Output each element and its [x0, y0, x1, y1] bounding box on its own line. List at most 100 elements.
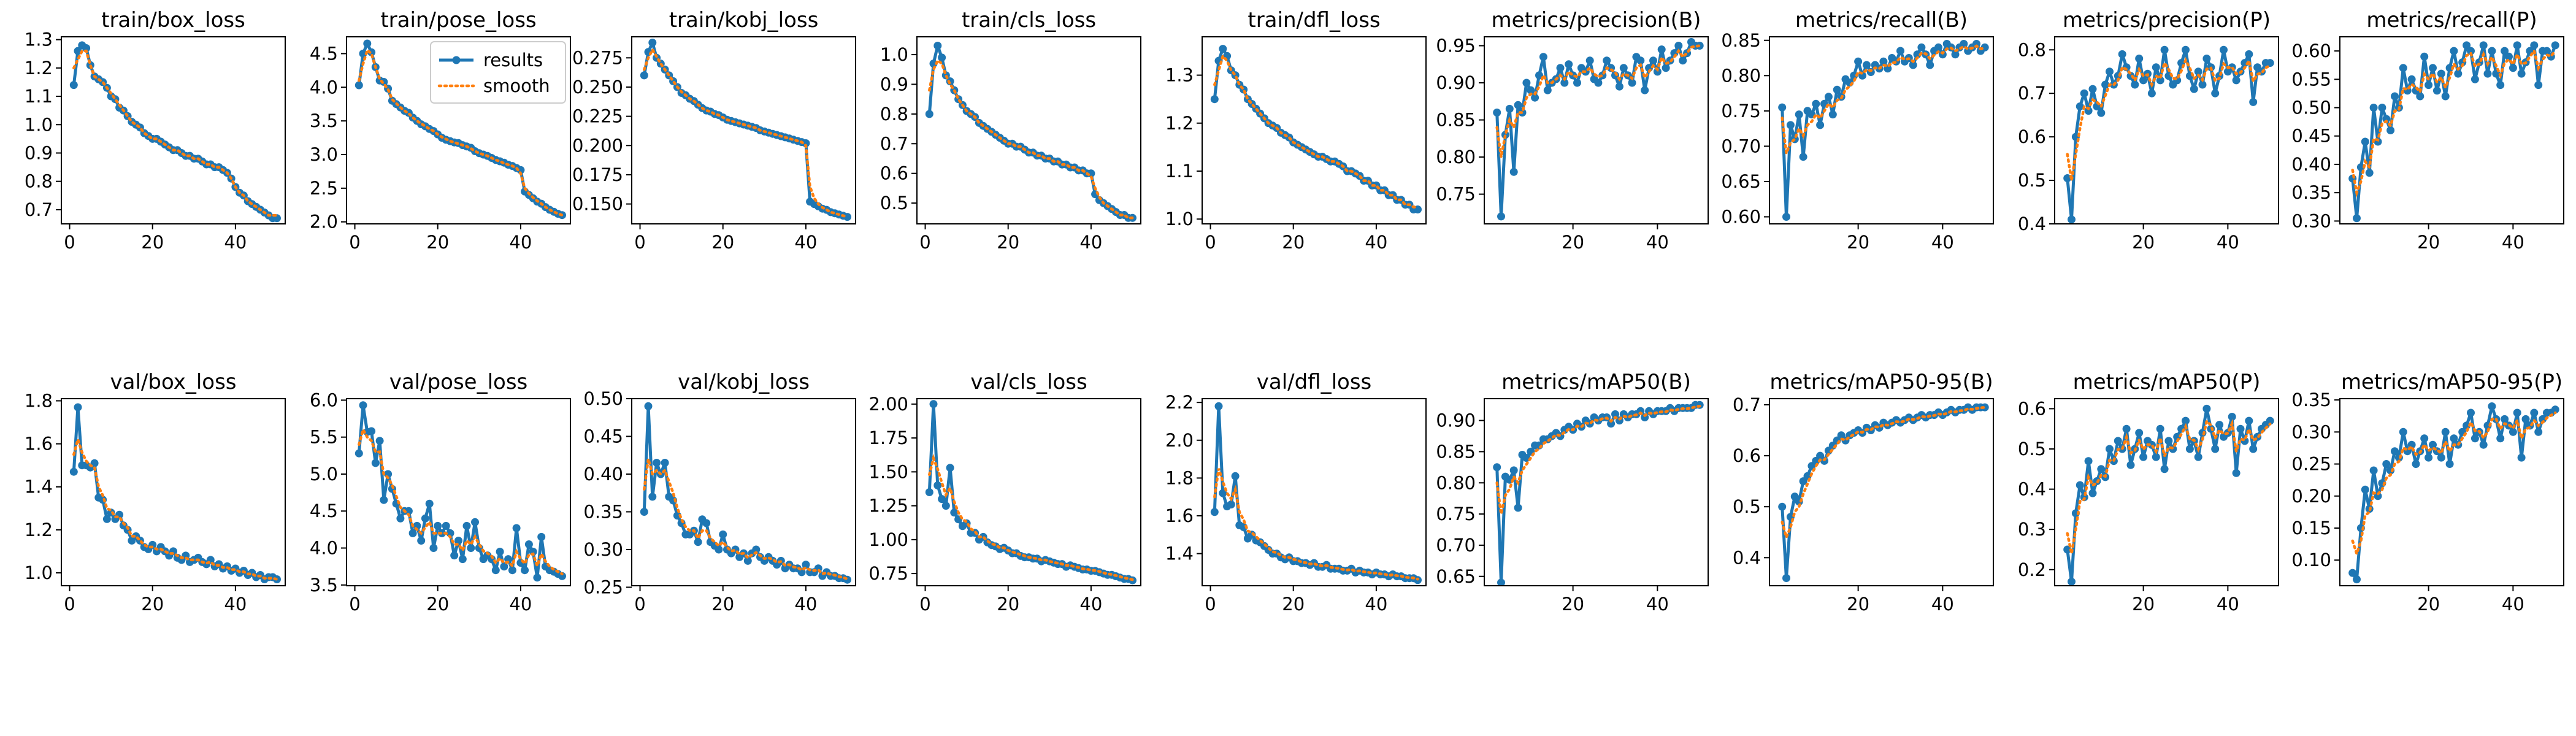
y-tick-label: 0.275 — [572, 47, 623, 68]
x-tick-label: 40 — [2217, 594, 2239, 615]
series-group — [2063, 404, 2274, 586]
series-line-smooth — [1781, 44, 1987, 154]
data-point-results — [1219, 489, 1227, 497]
series-group — [69, 403, 281, 583]
axes-frame — [1484, 36, 1709, 224]
data-point-results — [2551, 41, 2559, 50]
series-group — [2063, 45, 2274, 224]
data-point-results — [2454, 69, 2463, 78]
subplot-6: metrics/recall(B) 20 40 0.60 0.65 0.70 0.75 0.8… — [1721, 8, 1994, 253]
data-point-results — [2118, 50, 2126, 58]
data-point-results — [2232, 76, 2241, 85]
data-point-results — [1214, 402, 1223, 410]
data-point-results — [2211, 89, 2220, 98]
data-point-results — [2249, 98, 2258, 106]
y-tick-label: 4.5 — [310, 500, 338, 521]
x-tick-label: 0 — [919, 594, 930, 615]
y-tick-label: 0.40 — [583, 464, 623, 485]
data-point-results — [2088, 489, 2097, 497]
y-tick-label: 2.00 — [868, 394, 908, 415]
x-tick-label: 40 — [1646, 232, 1669, 253]
series-line-smooth — [358, 426, 564, 575]
data-point-results — [1960, 40, 1968, 48]
data-point-results — [2361, 137, 2369, 146]
y-tick-label: 1.8 — [1165, 467, 1194, 488]
data-point-results — [2467, 408, 2475, 417]
y-tick-label: 0.6 — [880, 163, 908, 184]
data-point-results — [521, 566, 529, 575]
series-group — [925, 400, 1137, 585]
data-point-results — [1543, 86, 1552, 94]
y-tick-label: 1.75 — [868, 427, 908, 448]
x-tick-label: 20 — [2417, 594, 2440, 615]
data-point-results — [719, 530, 727, 539]
legend-box — [430, 41, 566, 104]
y-tick-label: 0.45 — [2291, 126, 2331, 147]
data-point-results — [1219, 45, 1227, 53]
data-point-results — [2488, 402, 2496, 410]
data-point-results — [2245, 50, 2253, 58]
x-tick-label: 20 — [711, 232, 734, 253]
data-point-results — [1786, 121, 1795, 129]
data-point-results — [950, 508, 959, 517]
y-tick-label: 0.90 — [1436, 410, 1476, 431]
data-point-results — [2399, 427, 2407, 436]
series-group — [925, 42, 1137, 222]
x-tick-label: 40 — [794, 594, 817, 615]
data-point-results — [2386, 126, 2395, 134]
data-point-results — [1662, 64, 1670, 72]
subplot-title: val/pose_loss — [389, 370, 528, 394]
subplot-10: val/pose_loss 0 20 40 3.5 4.0 4.5 5.0 5.5 6.0 — [310, 370, 571, 615]
data-point-results — [2551, 405, 2559, 414]
y-tick-label: 0.80 — [1721, 65, 1761, 86]
subplot-12: val/cls_loss 0 20 40 0.75 1.00 1.25 1.50 1.75 2.0… — [868, 370, 1141, 615]
subplot-17: metrics/mAP50-95(P) 20 40 0.10 0.15 0.20 0.25 0… — [2291, 370, 2564, 615]
data-point-results — [2245, 416, 2253, 425]
x-tick-label: 40 — [224, 232, 247, 253]
series-group — [1210, 45, 1422, 213]
y-tick-label: 4.0 — [310, 77, 338, 98]
data-point-results — [458, 555, 467, 564]
y-tick-label: 1.4 — [1165, 543, 1194, 564]
data-point-results — [1210, 95, 1219, 104]
subplot-9: val/box_loss 0 20 40 1.0 1.2 1.4 1.6 1.8 — [25, 370, 286, 615]
y-tick-label: 0.250 — [572, 77, 623, 98]
axes-frame — [61, 398, 286, 586]
y-tick-label: 0.7 — [1733, 394, 1761, 415]
x-tick-label: 0 — [634, 594, 645, 615]
data-point-results — [1227, 500, 1235, 508]
data-point-results — [2152, 63, 2160, 72]
x-tick-label: 20 — [2417, 232, 2440, 253]
subplot-title: metrics/recall(B) — [1795, 8, 1968, 33]
series-line-smooth — [1495, 404, 1701, 515]
data-point-results — [1799, 153, 1807, 161]
y-tick-label: 0.50 — [583, 388, 623, 409]
x-tick-label: 20 — [1847, 594, 1869, 615]
data-point-results — [2543, 47, 2551, 55]
data-point-results — [941, 502, 950, 510]
x-tick-label: 0 — [64, 594, 75, 615]
data-point-results — [1909, 61, 1917, 69]
y-tick-label: 0.30 — [583, 539, 623, 560]
data-point-results — [925, 110, 933, 118]
data-point-results — [2445, 460, 2454, 468]
x-tick-label: 40 — [1079, 594, 1102, 615]
y-tick-label: 0.175 — [572, 164, 623, 185]
y-tick-label: 0.95 — [1436, 36, 1476, 56]
y-tick-label: 1.0 — [25, 562, 53, 583]
y-tick-label: 0.25 — [2291, 454, 2331, 475]
data-point-results — [2471, 434, 2479, 443]
data-point-results — [2496, 434, 2505, 443]
data-point-results — [1782, 574, 1790, 582]
data-point-results — [355, 81, 363, 90]
data-point-results — [1913, 50, 1922, 59]
data-point-results — [715, 545, 723, 554]
data-point-results — [1522, 79, 1531, 87]
y-tick-label: 0.5 — [880, 193, 908, 213]
x-tick-label: 40 — [224, 594, 247, 615]
subplot-3: train/cls_loss 0 20 40 0.5 0.6 0.7 0.8 0.9 1.0 — [880, 8, 1141, 253]
data-point-results — [2353, 214, 2361, 223]
data-point-results — [2211, 445, 2220, 453]
data-point-results — [1514, 504, 1522, 512]
